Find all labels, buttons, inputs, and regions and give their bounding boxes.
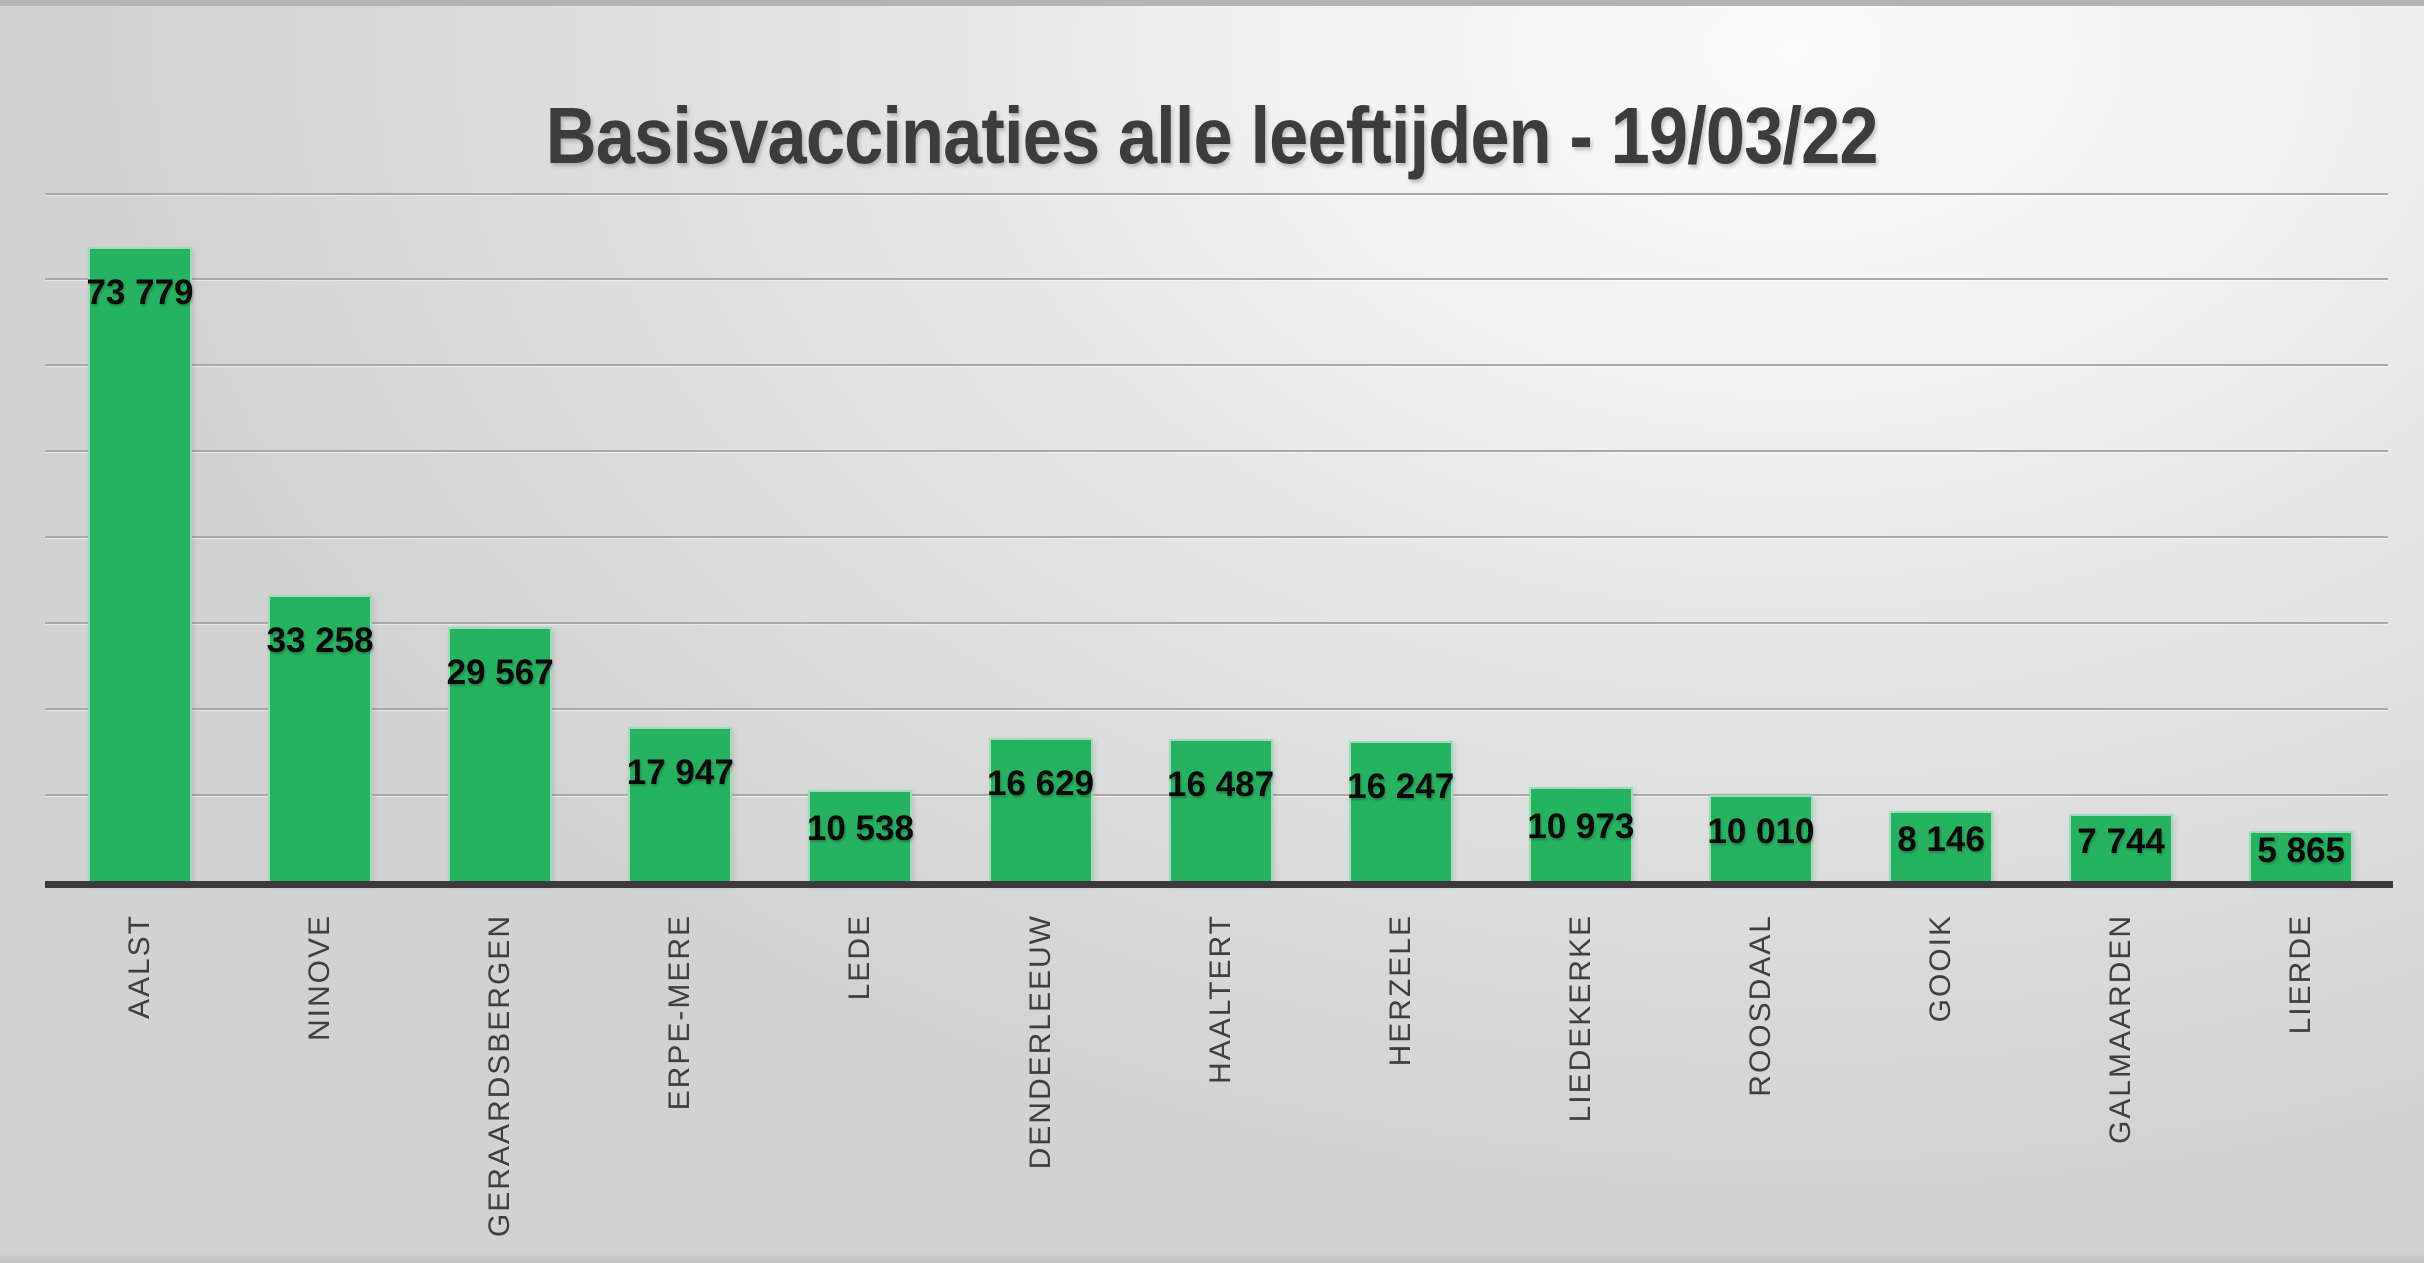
category-label-text: DENDERLEEUW xyxy=(1023,914,1057,1170)
bar[interactable] xyxy=(448,626,553,885)
category-label-text: NINOVE xyxy=(303,914,337,1042)
bar-value-label: 7 744 xyxy=(2077,822,2165,862)
bar[interactable] xyxy=(1528,786,1633,885)
chart-title: Basisvaccinaties alle leeftijden - 19/03… xyxy=(0,90,2424,182)
gridline xyxy=(45,450,2388,453)
category-label-text: GERAARDSBERGEN xyxy=(483,914,517,1238)
bar[interactable] xyxy=(808,790,913,885)
category-label-text: GALMAARDEN xyxy=(2104,914,2138,1145)
bar-value-label: 5 865 xyxy=(2257,831,2345,871)
category-label-text: ERPE-MERE xyxy=(663,914,697,1111)
bar-value-label: 8 146 xyxy=(1897,820,1985,860)
category-label-text: LIERDE xyxy=(2284,914,2318,1035)
bar[interactable] xyxy=(1708,794,1813,885)
bar-value-label: 16 487 xyxy=(1167,765,1275,805)
category-label-text: LEDE xyxy=(843,914,877,1001)
category-label-text: HAALTERT xyxy=(1203,914,1237,1084)
bar[interactable] xyxy=(88,246,192,885)
category-label-text: AALST xyxy=(123,914,156,1020)
category-label-text: GOOIK xyxy=(1924,914,1957,1023)
bar[interactable] xyxy=(2069,814,2174,885)
category-label-text: LIEDEKERKE xyxy=(1563,914,1597,1123)
gridline xyxy=(45,708,2388,711)
bar-value-label: 33 258 xyxy=(266,621,374,661)
slide-bottom-edge xyxy=(0,1252,2424,1263)
bar-value-label: 17 947 xyxy=(626,752,734,792)
x-axis-line xyxy=(45,881,2393,888)
bar-value-label: 10 538 xyxy=(806,809,914,849)
bar-value-label: 73 779 xyxy=(86,272,194,312)
gridline xyxy=(45,622,2388,625)
category-label-text: ROOSDAAL xyxy=(1743,914,1777,1097)
gridline xyxy=(45,364,2388,367)
bar-value-label: 10 973 xyxy=(1527,807,1635,847)
bar[interactable] xyxy=(1348,741,1453,885)
gridline xyxy=(45,278,2388,281)
bar[interactable] xyxy=(628,726,733,885)
bar-value-label: 29 567 xyxy=(446,652,554,692)
bar-value-label: 10 010 xyxy=(1707,811,1815,851)
bar-value-label: 16 629 xyxy=(986,764,1095,804)
bar-value-label: 16 247 xyxy=(1347,767,1455,807)
bar[interactable] xyxy=(2249,830,2354,885)
slide-top-edge xyxy=(0,0,2424,6)
bar[interactable] xyxy=(1168,739,1273,885)
gridline xyxy=(45,192,2388,195)
gridline xyxy=(45,536,2388,539)
bar[interactable] xyxy=(988,738,1093,885)
category-label-text: HERZELE xyxy=(1383,914,1417,1067)
chart-title-text: Basisvaccinaties alle leeftijden - 19/03… xyxy=(546,90,1879,180)
bar[interactable] xyxy=(268,595,373,885)
bar[interactable] xyxy=(1889,810,1993,885)
